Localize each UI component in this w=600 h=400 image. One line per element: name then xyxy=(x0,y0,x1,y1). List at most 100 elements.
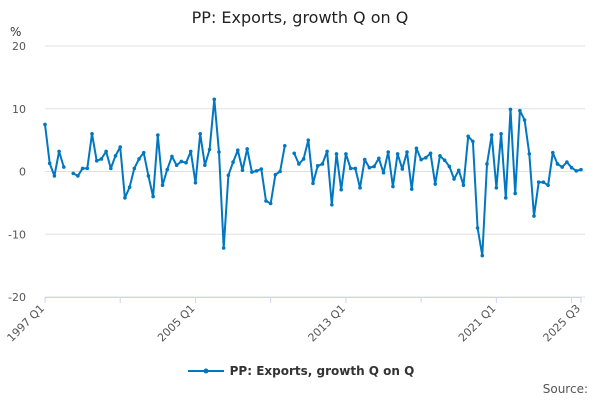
data-point xyxy=(43,122,47,127)
y-tick-label: -20 xyxy=(8,291,26,304)
source-label: Source: xyxy=(542,382,588,396)
data-point xyxy=(546,183,550,188)
legend-line-marker-icon xyxy=(187,368,224,374)
data-point xyxy=(217,150,221,154)
data-point xyxy=(254,169,259,173)
data-point xyxy=(250,170,254,174)
data-point xyxy=(527,152,532,156)
data-point xyxy=(207,147,212,152)
data-point xyxy=(113,154,118,158)
data-point xyxy=(62,165,66,169)
data-point xyxy=(325,149,329,154)
data-point xyxy=(503,196,508,200)
data-point xyxy=(315,164,320,168)
data-point xyxy=(231,160,235,164)
data-point xyxy=(297,162,301,166)
y-tick-label: 0 xyxy=(19,166,26,179)
data-point xyxy=(536,180,541,184)
legend[interactable]: PP: Exports, growth Q on Q xyxy=(0,364,600,378)
data-point xyxy=(433,182,438,186)
x-tick-label: 2021 Q1 xyxy=(456,302,499,345)
data-point xyxy=(268,201,273,206)
data-point xyxy=(160,183,165,188)
data-point xyxy=(461,183,466,188)
data-point xyxy=(560,165,564,169)
data-point xyxy=(428,151,433,156)
data-point xyxy=(405,150,409,154)
data-point xyxy=(466,134,470,139)
data-point xyxy=(447,164,452,169)
data-point xyxy=(414,146,419,151)
data-point xyxy=(438,154,442,158)
data-point xyxy=(85,166,90,171)
data-point xyxy=(320,162,325,166)
data-point xyxy=(400,167,405,171)
data-point xyxy=(565,160,569,164)
data-point xyxy=(579,167,583,172)
data-point xyxy=(109,166,113,171)
x-tick-label: 2013 Q1 xyxy=(305,302,348,345)
data-point xyxy=(456,168,461,173)
chart-title: PP: Exports, growth Q on Q xyxy=(191,8,409,27)
data-point xyxy=(522,118,527,122)
data-point xyxy=(555,162,560,166)
data-point xyxy=(574,169,579,173)
data-point xyxy=(334,152,339,156)
data-point xyxy=(301,157,306,161)
data-point xyxy=(569,165,574,170)
chart-plot: % -20 -10 0 10 20 1997 Q1 2005 Q1 2013 Q1 2021 Q1… xyxy=(5,25,585,345)
data-point xyxy=(156,133,160,137)
data-point xyxy=(174,163,179,168)
data-point xyxy=(212,97,217,102)
data-point xyxy=(76,174,80,178)
data-point xyxy=(282,143,287,148)
data-point xyxy=(278,169,282,174)
data-point xyxy=(381,170,386,175)
data-point xyxy=(339,187,344,192)
data-point xyxy=(311,181,315,186)
data-point xyxy=(475,226,480,230)
legend-label: PP: Exports, growth Q on Q xyxy=(229,364,415,378)
data-point xyxy=(372,164,376,169)
data-point xyxy=(141,150,146,155)
data-point xyxy=(513,191,517,196)
data-point xyxy=(377,156,381,161)
y-tick-label: 10 xyxy=(12,103,26,116)
data-point xyxy=(541,180,546,184)
data-point xyxy=(508,107,513,112)
x-tick-label: 1997 Q1 xyxy=(5,302,48,345)
data-point xyxy=(395,152,400,156)
data-point xyxy=(330,202,334,207)
data-point xyxy=(259,167,264,171)
x-tick-label: 2005 Q1 xyxy=(155,302,198,345)
data-point xyxy=(494,186,499,190)
data-point xyxy=(99,157,104,161)
data-point xyxy=(94,159,99,163)
data-point xyxy=(348,166,353,171)
data-point xyxy=(184,160,188,165)
data-point xyxy=(165,167,170,172)
data-point xyxy=(367,165,372,170)
data-point xyxy=(146,174,151,178)
data-point xyxy=(419,157,423,162)
y-tick-label: 20 xyxy=(12,40,26,53)
data-point xyxy=(71,171,76,176)
data-point xyxy=(353,166,358,171)
data-point xyxy=(226,173,231,178)
data-point xyxy=(358,186,362,190)
data-point xyxy=(132,166,137,171)
data-point xyxy=(499,132,503,136)
data-point xyxy=(452,177,456,181)
data-point xyxy=(264,199,268,203)
y-axis-label: % xyxy=(10,25,21,39)
data-point xyxy=(90,132,94,136)
data-point xyxy=(137,157,141,161)
data-point xyxy=(362,157,367,162)
data-point xyxy=(57,149,61,154)
data-point xyxy=(306,138,311,142)
data-point xyxy=(273,172,278,177)
data-point xyxy=(550,150,555,155)
data-point xyxy=(518,108,522,113)
data-point xyxy=(127,185,132,189)
data-point xyxy=(193,180,198,185)
